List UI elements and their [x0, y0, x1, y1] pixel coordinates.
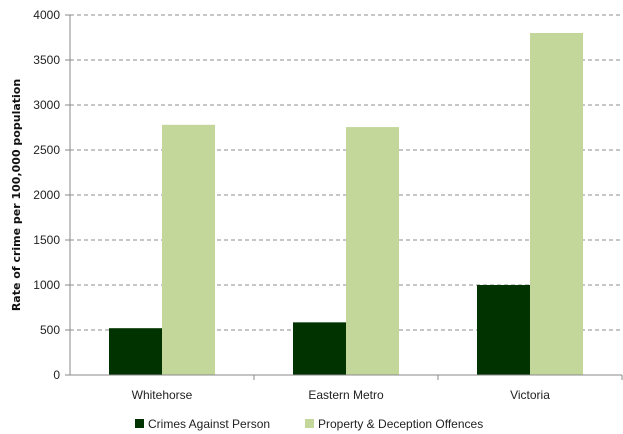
y-tick-label: 4000: [33, 8, 60, 22]
y-tick-label: 3500: [33, 53, 60, 67]
bar-crimes-against-person-whitehorse: [109, 328, 162, 375]
y-tick-label: 1500: [33, 233, 60, 247]
legend-swatch: [135, 419, 144, 428]
bars: [109, 33, 583, 375]
bar-crimes-against-person-eastern-metro: [293, 322, 346, 375]
bar-property-deception-whitehorse: [162, 124, 215, 375]
y-tick-label: 1000: [33, 278, 60, 292]
x-category-label: Victoria: [510, 388, 550, 402]
y-tick-label: 500: [40, 323, 60, 337]
bar-property-deception-eastern-metro: [346, 127, 399, 375]
legend-label: Crimes Against Person: [148, 417, 270, 431]
legend: Crimes Against Person Property & Deceptio…: [135, 417, 483, 431]
x-category-label: Eastern Metro: [308, 388, 384, 402]
legend-label: Property & Deception Offences: [318, 417, 483, 431]
y-tick-labels: 0 500 1000 1500 2000 2500 3000 3500 4000: [33, 8, 60, 382]
y-axis-label: Rate of crime per 100,000 population: [10, 79, 23, 311]
bar-crimes-against-person-victoria: [477, 285, 530, 375]
y-tick-label: 3000: [33, 98, 60, 112]
y-tick-label: 2500: [33, 143, 60, 157]
x-category-label: Whitehorse: [132, 388, 193, 402]
axes: [69, 15, 623, 380]
legend-swatch: [305, 419, 314, 428]
x-category-labels: Whitehorse Eastern Metro Victoria: [132, 388, 551, 402]
y-tick-label: 2000: [33, 188, 60, 202]
bar-property-deception-victoria: [530, 33, 583, 375]
y-tick-label: 0: [53, 368, 60, 382]
